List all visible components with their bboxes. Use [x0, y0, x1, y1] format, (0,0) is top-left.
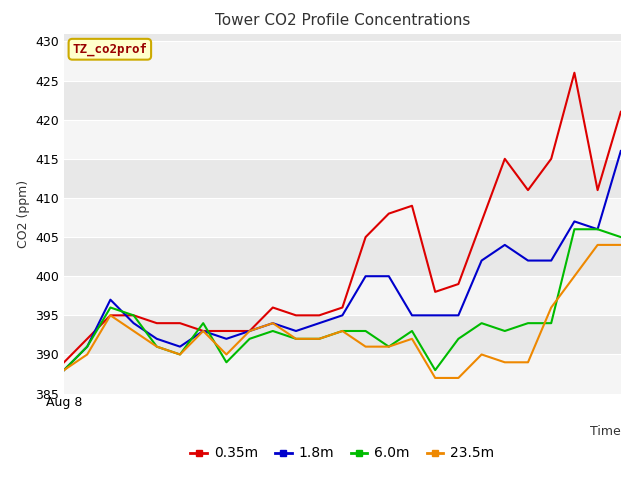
Title: Tower CO2 Profile Concentrations: Tower CO2 Profile Concentrations: [214, 13, 470, 28]
Bar: [64, 81, 621, 120]
Bar: [64, 276, 621, 315]
Text: TZ_co2prof: TZ_co2prof: [72, 43, 147, 56]
Bar: [64, 315, 621, 354]
Y-axis label: CO2 (ppm): CO2 (ppm): [17, 180, 29, 248]
Bar: [64, 120, 621, 159]
Text: Time: Time: [590, 425, 621, 438]
Bar: [64, 354, 621, 394]
Bar: [64, 198, 621, 237]
Bar: [64, 237, 621, 276]
Bar: [64, 159, 621, 198]
Bar: [64, 41, 621, 81]
Legend: 0.35m, 1.8m, 6.0m, 23.5m: 0.35m, 1.8m, 6.0m, 23.5m: [185, 441, 500, 466]
